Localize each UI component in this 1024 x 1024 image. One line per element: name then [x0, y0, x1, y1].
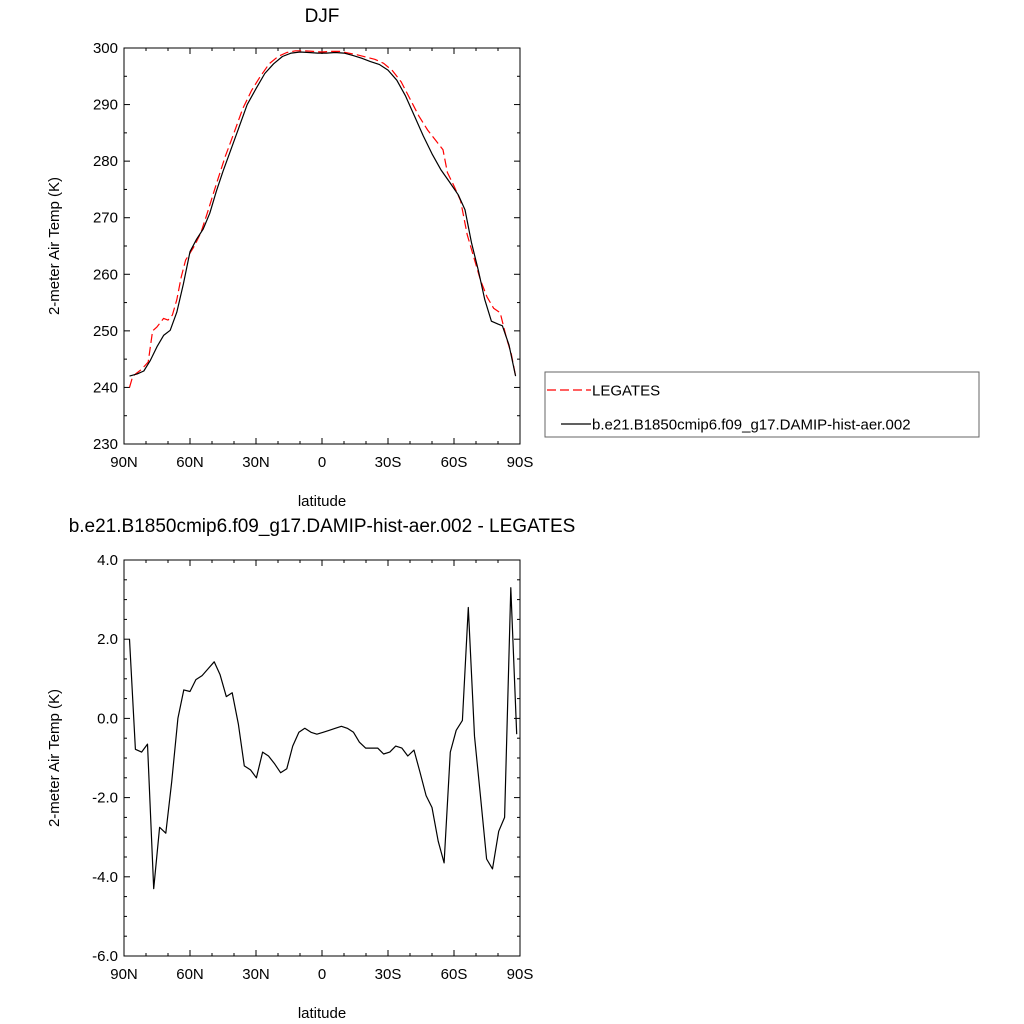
- y-tick-label: 2.0: [97, 631, 118, 648]
- series-group: [128, 587, 518, 890]
- series-group: [128, 50, 517, 388]
- axis-ticks: 90N 60N 30N 0 30S 60S 90S 300 290 280 270 260 250 240…: [93, 40, 533, 471]
- x-tick-label: 90N: [110, 966, 138, 983]
- y-tick-label: -2.0: [92, 790, 118, 807]
- y-tick-label: 300: [93, 40, 118, 57]
- x-tick-label: 90S: [507, 454, 534, 471]
- y-tick-label: -6.0: [92, 948, 118, 965]
- y-tick-label: 240: [93, 379, 118, 396]
- legend-box: [544, 371, 980, 438]
- x-tick-label: 60S: [441, 454, 468, 471]
- x-tick-label: 30N: [242, 454, 270, 471]
- x-axis-label: latitude: [298, 493, 346, 510]
- y-tick-label: 4.0: [97, 552, 118, 569]
- x-tick-label: 30S: [375, 454, 402, 471]
- series-line-0: [128, 587, 518, 890]
- chart-title: b.e21.B1850cmip6.f09_g17.DAMIP-hist-aer.…: [69, 516, 576, 537]
- y-tick-label: 0.0: [97, 710, 118, 727]
- y-tick-label: 280: [93, 153, 118, 170]
- legend-label-model: b.e21.B1850cmip6.f09_g17.DAMIP-hist-aer.…: [592, 417, 911, 434]
- y-tick-label: 260: [93, 266, 118, 283]
- x-tick-label: 60N: [176, 454, 204, 471]
- x-tick-label: 30S: [375, 966, 402, 983]
- y-tick-label: 270: [93, 210, 118, 227]
- plot-frame: [123, 47, 521, 445]
- y-tick-label: 290: [93, 97, 118, 114]
- x-tick-label: 90N: [110, 454, 138, 471]
- x-tick-label: 0: [318, 454, 326, 471]
- y-axis-label: 2-meter Air Temp (K): [46, 177, 63, 315]
- plot-frame: [123, 559, 521, 957]
- chart-top: DJF 2-meter Air Temp (K) latitude 90N 60N…: [46, 6, 980, 510]
- legend: LEGATES b.e21.B1850cmip6.f09_g17.DAMIP-h…: [544, 371, 980, 438]
- x-axis-label: latitude: [298, 1005, 346, 1022]
- x-tick-label: 30N: [242, 966, 270, 983]
- y-tick-label: -4.0: [92, 869, 118, 886]
- x-tick-label: 0: [318, 966, 326, 983]
- chart-bottom: b.e21.B1850cmip6.f09_g17.DAMIP-hist-aer.…: [46, 516, 575, 1022]
- series-line-0: [128, 50, 517, 388]
- chart-title: DJF: [305, 6, 340, 27]
- x-tick-label: 60N: [176, 966, 204, 983]
- axis-ticks: 90N 60N 30N 0 30S 60S 90S 4.0 2.0 0.0 -2.0 -4.0 -6.0: [92, 552, 533, 983]
- y-tick-label: 230: [93, 436, 118, 453]
- y-tick-label: 250: [93, 323, 118, 340]
- x-tick-label: 90S: [507, 966, 534, 983]
- series-line-1: [129, 51, 517, 377]
- x-tick-label: 60S: [441, 966, 468, 983]
- legend-label-legates: LEGATES: [592, 383, 660, 400]
- y-axis-label: 2-meter Air Temp (K): [46, 689, 63, 827]
